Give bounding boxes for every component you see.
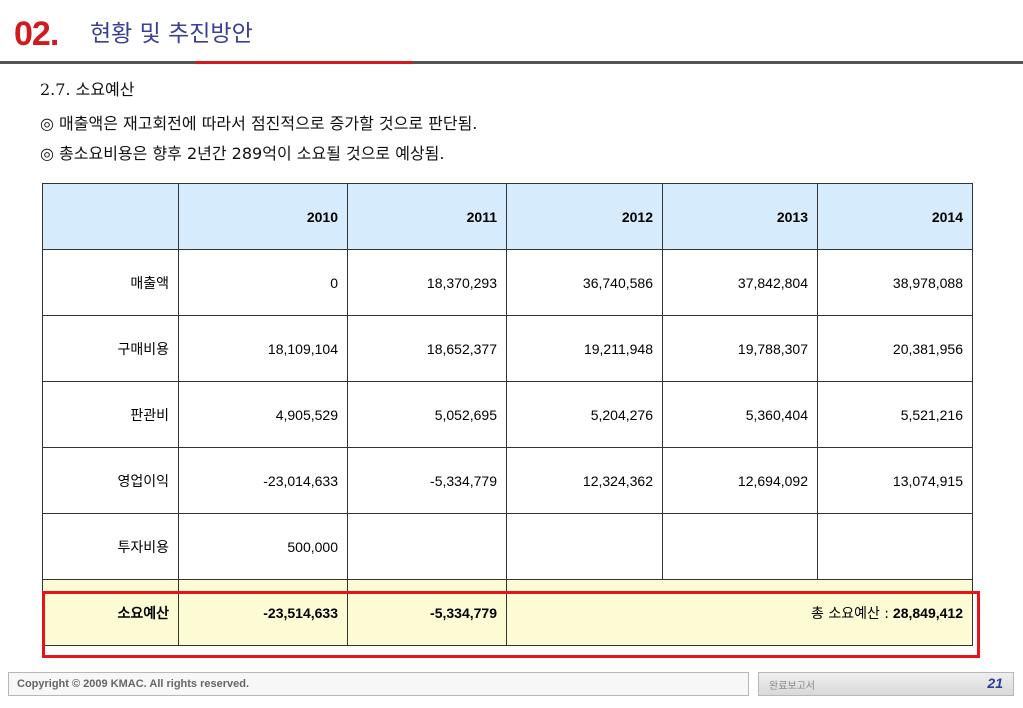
table-cell: 38,978,088 [817, 249, 973, 316]
table-cell: -5,334,779 [347, 579, 507, 646]
header-cell-empty [42, 183, 179, 250]
row-label: 판관비 [42, 381, 179, 448]
table-cell: 0 [178, 249, 348, 316]
row-label: 투자비용 [42, 513, 179, 580]
table-row: 구매비용 18,109,104 18,652,377 19,211,948 19… [42, 315, 973, 382]
table-cell [347, 513, 507, 580]
chapter-number: 02. [14, 15, 59, 53]
header-cell-year: 2011 [347, 183, 507, 250]
table-row: 매출액 0 18,370,293 36,740,586 37,842,804 3… [42, 249, 973, 316]
table-cell: 18,370,293 [347, 249, 507, 316]
table-cell [506, 513, 663, 580]
table-cell: 19,788,307 [662, 315, 818, 382]
table-cell: 12,324,362 [506, 447, 663, 514]
table-cell: 500,000 [178, 513, 348, 580]
bullet-text: ◎ 총소요비용은 향후 2년간 289억이 소요될 것으로 예상됨. [40, 144, 445, 163]
header-divider [0, 61, 1023, 64]
table-cell: 5,204,276 [506, 381, 663, 448]
table-cell: 18,652,377 [347, 315, 507, 382]
table-cell [817, 513, 973, 580]
table-cell: 20,381,956 [817, 315, 973, 382]
total-summary-label: 총 소요예산 : [811, 605, 890, 622]
table-cell: 36,740,586 [506, 249, 663, 316]
table-cell: 4,905,529 [178, 381, 348, 448]
table-header-row: 2010 2011 2012 2013 2014 [42, 183, 973, 250]
header-divider-accent [195, 61, 413, 64]
header-cell-year: 2010 [178, 183, 348, 250]
header-cell-year: 2012 [506, 183, 663, 250]
table-row: 투자비용 500,000 [42, 513, 973, 580]
table-row: 영업이익 -23,014,633 -5,334,779 12,324,362 1… [42, 447, 973, 514]
page-number: 21 [987, 675, 1003, 691]
table-cell: 5,052,695 [347, 381, 507, 448]
total-row: 소요예산 -23,514,633 -5,334,779 총 소요예산 : 28,… [42, 579, 973, 646]
table-cell: 19,211,948 [506, 315, 663, 382]
row-label: 구매비용 [42, 315, 179, 382]
total-summary-value: 28,849,412 [892, 604, 963, 621]
table-cell: 12,694,092 [662, 447, 818, 514]
header-cell-year: 2013 [662, 183, 818, 250]
row-label: 매출액 [42, 249, 179, 316]
table-cell [662, 513, 818, 580]
budget-table: 2010 2011 2012 2013 2014 매출액 0 18,370,29… [42, 183, 973, 646]
row-label: 소요예산 [42, 579, 179, 646]
table-cell: 13,074,915 [817, 447, 973, 514]
table-cell: 5,360,404 [662, 381, 818, 448]
footer-page-box: 완료보고서 21 [758, 672, 1014, 696]
table-row: 판관비 4,905,529 5,052,695 5,204,276 5,360,… [42, 381, 973, 448]
table-cell: 5,521,216 [817, 381, 973, 448]
table-cell: -23,014,633 [178, 447, 348, 514]
table-cell: -5,334,779 [347, 447, 507, 514]
table-cell: 37,842,804 [662, 249, 818, 316]
row-label: 영업이익 [42, 447, 179, 514]
total-summary-cell: 총 소요예산 : 28,849,412 [506, 579, 973, 646]
page-title: 현황 및 추진방안 [90, 21, 253, 47]
footer-doc-name: 완료보고서 [769, 681, 815, 692]
section-title: 2.7. 소요예산 [40, 80, 135, 99]
bullet-text: ◎ 매출액은 재고회전에 따라서 점진적으로 증가할 것으로 판단됨. [40, 114, 478, 133]
footer-copyright: Copyright © 2009 KMAC. All rights reserv… [8, 672, 749, 696]
table-cell: 18,109,104 [178, 315, 348, 382]
header-cell-year: 2014 [817, 183, 973, 250]
highlight-box [42, 591, 980, 658]
